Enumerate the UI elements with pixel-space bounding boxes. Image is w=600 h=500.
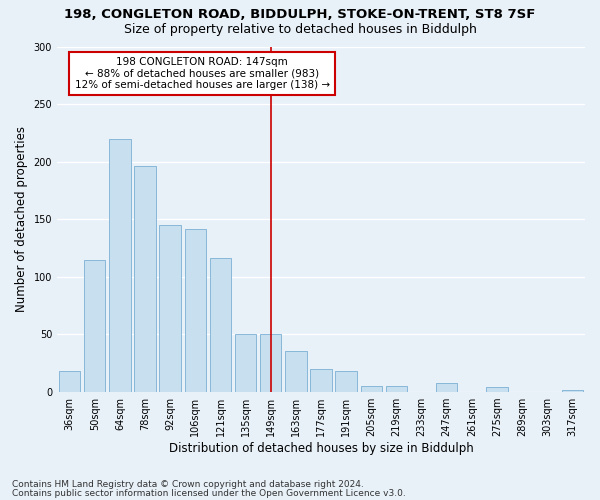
Bar [487,388,508,392]
Bar [386,386,407,392]
Bar [84,260,106,392]
Bar [235,334,256,392]
Text: Size of property relative to detached houses in Biddulph: Size of property relative to detached ho… [124,22,476,36]
Bar [210,258,231,392]
Text: 198 CONGLETON ROAD: 147sqm
← 88% of detached houses are smaller (983)
12% of sem: 198 CONGLETON ROAD: 147sqm ← 88% of deta… [74,57,330,90]
Bar [134,166,156,392]
X-axis label: Distribution of detached houses by size in Biddulph: Distribution of detached houses by size … [169,442,473,455]
Y-axis label: Number of detached properties: Number of detached properties [15,126,28,312]
Bar [436,383,457,392]
Bar [109,138,131,392]
Text: 198, CONGLETON ROAD, BIDDULPH, STOKE-ON-TRENT, ST8 7SF: 198, CONGLETON ROAD, BIDDULPH, STOKE-ON-… [64,8,536,20]
Bar [310,369,332,392]
Bar [361,386,382,392]
Text: Contains public sector information licensed under the Open Government Licence v3: Contains public sector information licen… [12,488,406,498]
Bar [185,228,206,392]
Text: Contains HM Land Registry data © Crown copyright and database right 2024.: Contains HM Land Registry data © Crown c… [12,480,364,489]
Bar [562,390,583,392]
Bar [59,372,80,392]
Bar [335,372,357,392]
Bar [285,350,307,392]
Bar [160,225,181,392]
Bar [260,334,281,392]
